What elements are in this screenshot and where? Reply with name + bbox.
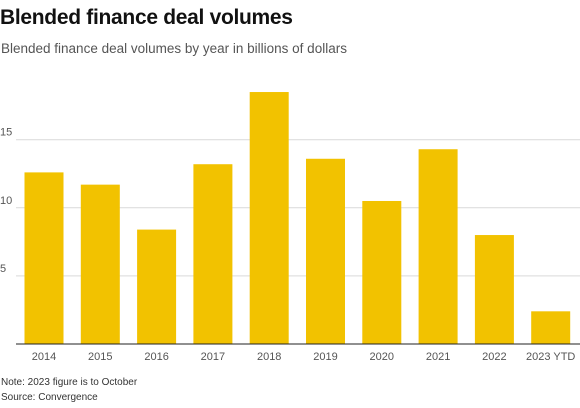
bar-2018: [249, 92, 289, 344]
bar-layer: [24, 92, 571, 344]
label-layer: 5 10 15 2014 2015 2016 2017 2018 2019 2020 2021 202…: [0, 127, 580, 363]
x-tick-label: 2014: [32, 351, 56, 363]
y-tick-label: 5: [0, 263, 6, 275]
bar-2017: [193, 164, 233, 344]
x-tick-label: 2015: [88, 351, 112, 363]
chart-note: Note: 2023 figure is to October: [1, 377, 138, 388]
x-tick-label: 2023 YTD: [526, 351, 575, 363]
y-tick-label: 15: [0, 127, 12, 139]
bar-2021: [418, 149, 458, 344]
x-tick-label: 2016: [144, 351, 168, 363]
x-tick-label: 2021: [426, 351, 450, 363]
x-tick-label: 2017: [201, 351, 225, 363]
x-tick-label: 2018: [257, 351, 281, 363]
x-tick-label: 2019: [313, 351, 337, 363]
x-tick-label: 2020: [370, 351, 394, 363]
bar-2016: [137, 229, 177, 344]
bar-2014: [24, 172, 64, 344]
x-tick-label: 2022: [482, 351, 506, 363]
bar-2015: [80, 184, 120, 344]
bar-2020: [362, 200, 402, 344]
bar-2022: [474, 235, 514, 344]
bar-2019: [306, 158, 345, 344]
chart-title: Blended finance deal volumes: [0, 6, 293, 29]
chart-subtitle: Blended finance deal volumes by year in …: [1, 41, 347, 56]
bar-2023-ytd: [531, 311, 571, 344]
bar-chart: 5 10 15 2014 2015 2016 2017 2018 2019 2020 2021 202…: [0, 92, 580, 363]
chart-source: Source: Convergence: [1, 392, 98, 403]
y-tick-label: 10: [0, 195, 12, 207]
